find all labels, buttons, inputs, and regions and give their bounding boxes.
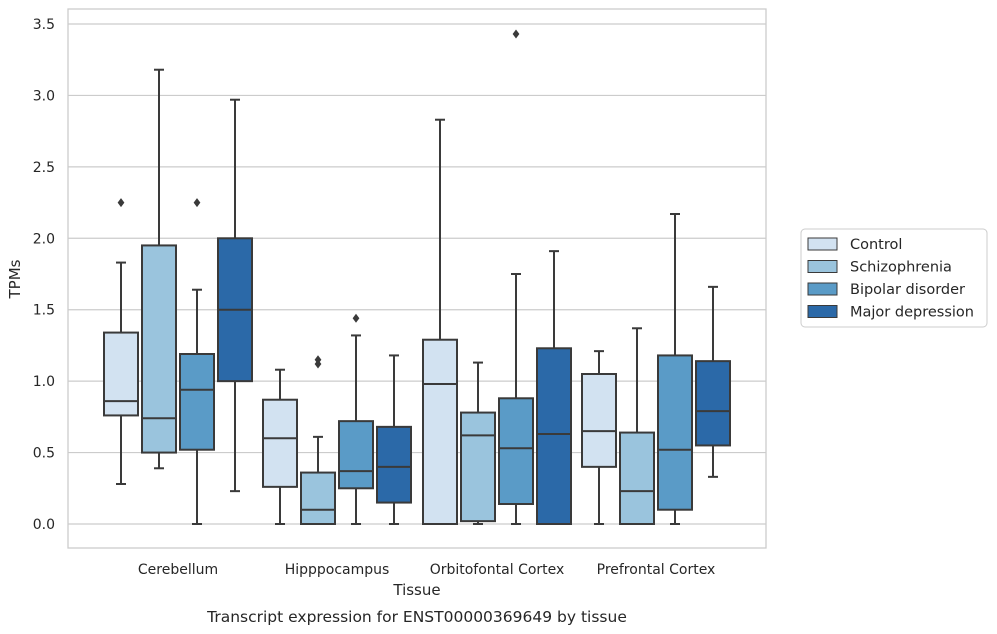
outlier-point — [352, 313, 360, 323]
box-control — [581, 350, 617, 525]
box-iqr — [536, 347, 572, 525]
chart-caption: Transcript expression for ENST0000036964… — [206, 608, 627, 626]
box-bipolar-disorder — [657, 213, 693, 525]
box-layer — [103, 29, 731, 526]
x-tick-label: Orbitofontal Cortex — [430, 562, 565, 578]
box-iqr — [262, 398, 298, 488]
y-axis-label: TPMs — [6, 259, 24, 299]
box-iqr — [300, 471, 336, 526]
y-tick-labels: 0.0 0.5 1.0 1.5 2.0 2.5 3.0 3.5 — [33, 17, 55, 533]
x-tick-label: Cerebellum — [138, 562, 218, 578]
plot-frame — [67, 8, 767, 549]
legend: Control Schizophrenia Bipolar disorder Majo… — [800, 228, 988, 328]
box-iqr — [179, 353, 215, 451]
y-tick-label: 0.0 — [33, 517, 55, 533]
box-major-depression — [536, 250, 572, 525]
box-iqr — [422, 338, 458, 526]
outlier-point — [117, 198, 125, 208]
legend-swatch — [807, 305, 838, 318]
box-bipolar-disorder — [338, 313, 374, 525]
y-tick-label: 2.0 — [33, 231, 55, 247]
box-iqr — [695, 360, 731, 447]
box-bipolar-disorder — [179, 198, 215, 525]
x-tick-labels: Cerebellum Hipppocampus Orbitofontal Corte… — [138, 562, 715, 578]
box-iqr — [376, 425, 412, 504]
y-tick-label: 0.5 — [33, 446, 55, 462]
box-schizophrenia — [300, 355, 336, 526]
box-iqr — [460, 411, 496, 523]
box-control — [422, 118, 458, 526]
outlier-point — [512, 29, 520, 39]
box-iqr — [103, 331, 139, 417]
box-schizophrenia — [619, 327, 655, 526]
box-major-depression — [376, 354, 412, 525]
box-control — [103, 198, 139, 485]
x-tick-label: Hipppocampus — [285, 562, 390, 578]
legend-label: Bipolar disorder — [850, 282, 965, 298]
y-tick-label: 2.5 — [33, 160, 55, 176]
box-schizophrenia — [460, 361, 496, 525]
outlier-point — [314, 355, 322, 365]
legend-swatch — [807, 237, 838, 251]
legend-label: Control — [850, 237, 902, 253]
y-tick-label: 3.5 — [33, 17, 55, 33]
box-iqr — [657, 354, 693, 511]
legend-frame — [800, 228, 988, 328]
box-major-depression — [695, 285, 731, 478]
y-tick-label: 1.5 — [33, 303, 55, 319]
legend-swatch — [807, 282, 838, 296]
box-major-depression — [217, 98, 253, 493]
y-tick-label: 1.0 — [33, 374, 55, 390]
box-iqr — [338, 420, 374, 490]
y-tick-label: 3.0 — [33, 88, 55, 104]
box-schizophrenia — [141, 68, 177, 470]
legend-label: Major depression — [850, 305, 974, 321]
box-bipolar-disorder — [498, 29, 534, 525]
box-iqr — [619, 431, 655, 526]
box-iqr — [498, 397, 534, 505]
box-iqr — [581, 373, 617, 468]
legend-label: Schizophrenia — [850, 260, 952, 276]
outlier-point — [193, 198, 201, 208]
x-axis-label: Tissue — [392, 581, 440, 599]
x-tick-label: Prefrontal Cortex — [597, 562, 716, 578]
box-control — [262, 368, 298, 525]
legend-items: Control Schizophrenia Bipolar disorder Majo… — [807, 237, 974, 321]
box-iqr — [141, 244, 177, 454]
legend-swatch — [807, 260, 838, 273]
